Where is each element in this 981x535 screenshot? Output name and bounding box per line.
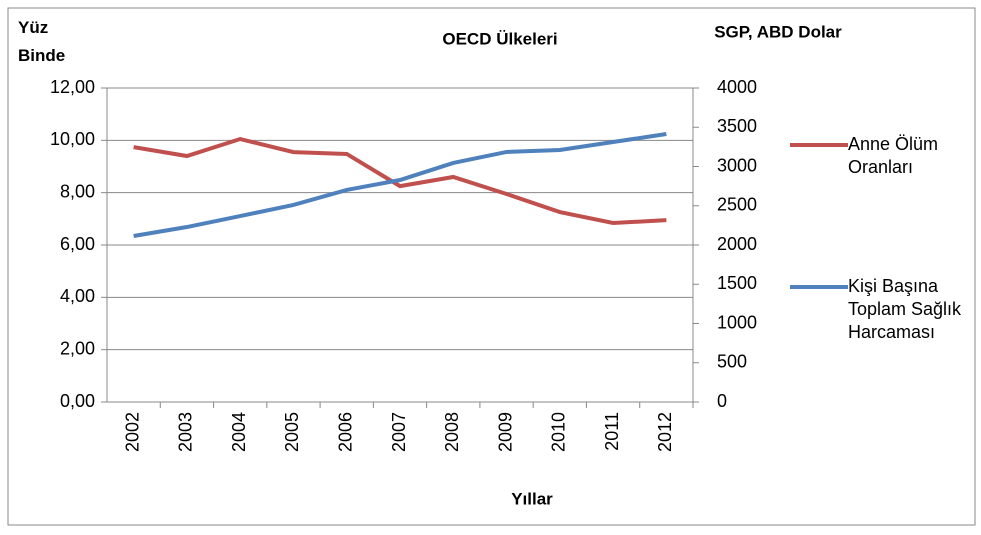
x-tick-label: 2012 — [655, 412, 675, 452]
y2-tick-label: 1500 — [717, 273, 757, 293]
y-tick-label: 10,00 — [50, 129, 95, 149]
x-tick-label: 2002 — [122, 412, 142, 452]
line-series — [133, 132, 667, 238]
x-tick-label: 2005 — [282, 412, 302, 452]
x-axis-label: Yıllar — [511, 489, 553, 508]
x-tick-label: 2010 — [549, 412, 569, 452]
y-tick-label: 2,00 — [60, 338, 95, 358]
x-tick-label: 2003 — [176, 412, 196, 452]
y-tick-label: 12,00 — [50, 77, 95, 97]
x-tick-label: 2004 — [229, 412, 249, 452]
x-tick-label: 2006 — [335, 412, 355, 452]
y-tick-label: 0,00 — [60, 391, 95, 411]
y2-tick-label: 3500 — [717, 116, 757, 136]
x-tick-label: 2011 — [602, 412, 622, 451]
chart-border — [7, 7, 976, 526]
x-tick-label: 2009 — [495, 412, 515, 452]
y2-tick-label: 1000 — [717, 312, 757, 332]
y2-tick-label: 3000 — [717, 155, 757, 175]
legend-label: Kişi Başına Toplam Sağlık Harcaması — [848, 276, 962, 342]
x-tick-label: 2008 — [442, 412, 462, 452]
y2-tick-label: 0 — [717, 391, 727, 411]
line-series — [133, 136, 667, 226]
y2-tick-label: 4000 — [717, 77, 757, 97]
chart-title: OECD Ülkeleri — [442, 29, 557, 48]
y2-tick-label: 2000 — [717, 234, 757, 254]
y2-tick-label: 2500 — [717, 195, 757, 215]
y-axis-label: Yüz Binde — [18, 18, 66, 65]
y-tick-label: 4,00 — [60, 286, 95, 306]
legend-label: Anne Ölüm Oranları — [848, 134, 939, 177]
y-tick-label: 8,00 — [60, 181, 95, 201]
y2-tick-label: 500 — [717, 352, 747, 372]
y-tick-label: 6,00 — [60, 234, 95, 254]
x-tick-label: 2007 — [389, 412, 409, 452]
y2-axis-label: SGP, ABD Dolar — [714, 22, 842, 41]
